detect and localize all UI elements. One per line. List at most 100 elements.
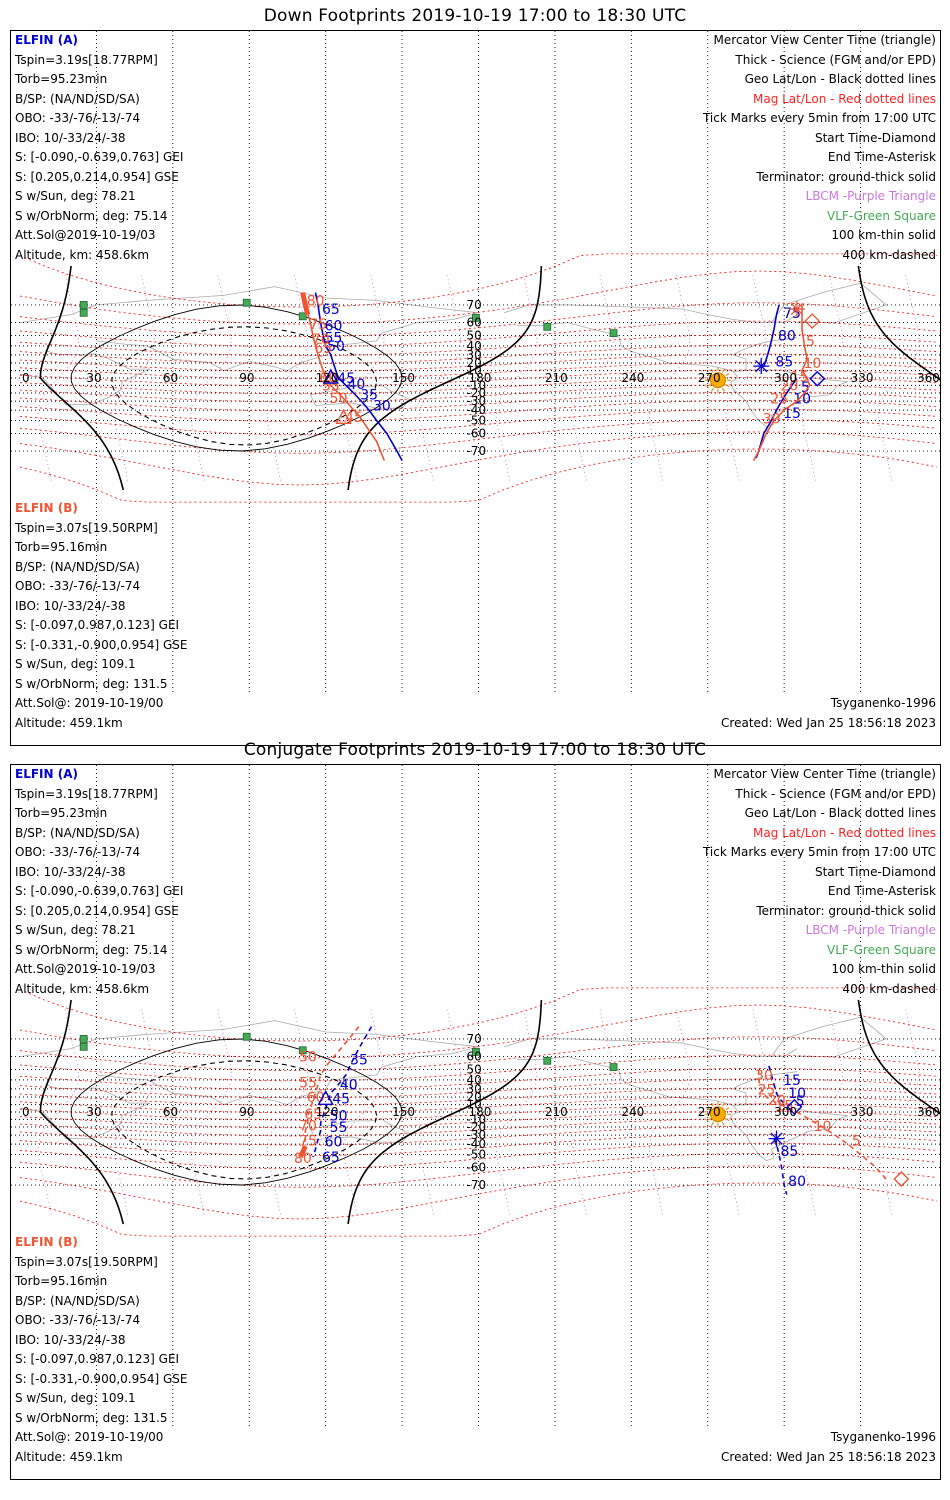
legend-entry: 400 km-dashed <box>842 981 936 996</box>
lat-tick-label: -60 <box>467 1160 487 1174</box>
sun-ray <box>711 1102 714 1107</box>
elfin-a-info-line: Torb=95.23min <box>15 806 108 820</box>
tick-label: 60 <box>325 318 343 334</box>
asterisk-stroke <box>755 359 768 373</box>
lat-tick-label: 20 <box>467 1090 482 1104</box>
lat-tick-label: 40 <box>467 339 482 353</box>
map-layer: 3540455055606550556065707580151058580302… <box>11 765 940 1427</box>
lon-tick-label: 300 <box>774 1105 797 1119</box>
legend-entry: 100 km-thin solid <box>831 228 936 242</box>
vlf-site-square <box>472 314 480 322</box>
elfin-a-info-line: Torb=95.23min <box>15 72 108 86</box>
axis-labels: 0 30 60 90 120 150 180 210 240 270 300 330 360706050… <box>22 1032 940 1192</box>
tick-label: 65 <box>304 1107 322 1123</box>
lon-tick-label: 210 <box>545 1105 568 1119</box>
lat-tick-label: -30 <box>467 1128 487 1142</box>
tick-label: 50 <box>327 339 345 355</box>
tick-label: 50 <box>299 1050 317 1066</box>
tick-label: 15 <box>783 406 801 422</box>
tick-label: 5 <box>852 1133 861 1149</box>
mag-meridian <box>37 1009 79 1215</box>
mag-parallel <box>19 1054 938 1082</box>
tick-label: 20 <box>781 378 799 394</box>
legend-entry: Mag Lat/Lon - Red dotted lines <box>752 91 936 106</box>
footprint-line <box>768 1065 790 1107</box>
sun-icon <box>704 1101 731 1128</box>
lat-tick-label: 50 <box>467 1062 482 1076</box>
elfin-a-info-line: S w/Sun, deg: 78.21 <box>15 189 136 203</box>
legend-entry: Terminator: ground-thick solid <box>756 169 936 184</box>
tick-label: 75 <box>299 1133 317 1149</box>
lon-tick-label: 60 <box>163 1105 178 1119</box>
sun-ray <box>711 368 714 373</box>
lon-tick-label: 360 <box>917 1105 940 1119</box>
elfin-b-info-line: S: [-0.097,0.987,0.123] GEI <box>15 618 180 632</box>
tick-label: 80 <box>788 1174 806 1190</box>
elfin-a-info-line: Tspin=3.19s[18.77RPM] <box>15 52 158 67</box>
mag-parallel <box>19 399 938 423</box>
tick-label: 25 <box>758 1083 776 1099</box>
footprint-line <box>314 292 403 461</box>
elfin-b-info-line: S w/OrbNorm, deg: 131.5 <box>15 676 168 691</box>
legend-entry: VLF-Green Square <box>827 942 936 957</box>
lat-tick-label: -50 <box>467 1148 487 1162</box>
elfin-a-info-line: S: [-0.090,-0.639,0.763] GEI <box>15 884 184 898</box>
lon-tick-label: 270 <box>698 371 721 385</box>
altitude-400km-ring <box>111 1060 378 1180</box>
mag-parallel <box>19 418 938 454</box>
tick-label: 85 <box>781 1144 799 1160</box>
terminator-line <box>857 999 940 1115</box>
sun-ray <box>711 387 714 392</box>
sun-ray <box>711 1121 714 1126</box>
tick-label: 70 <box>312 332 330 348</box>
footprint-line <box>757 1069 887 1180</box>
lat-tick-label: 40 <box>467 1073 482 1087</box>
terminator-group <box>39 999 940 1225</box>
tick-label: 10 <box>788 1086 806 1102</box>
asterisk-stroke <box>770 1132 783 1145</box>
mag-parallel <box>19 448 938 503</box>
panel-title: Conjugate Footprints 2019-10-19 17:00 to… <box>243 740 707 760</box>
lon-tick-label: 0 <box>22 371 30 385</box>
mag-parallel <box>19 1152 938 1188</box>
tick-label: 45 <box>332 1092 350 1108</box>
coastline <box>96 1046 479 1106</box>
lat-tick-label: -40 <box>467 403 487 417</box>
vlf-site-square <box>79 1042 88 1051</box>
mag-parallel <box>19 270 938 325</box>
lon-tick-label: 270 <box>698 1105 721 1119</box>
coastline <box>516 322 797 372</box>
mag-parallel <box>19 391 938 412</box>
science-segment <box>300 292 311 316</box>
elfin-b-info-line: Altitude: 459.1km <box>15 715 123 730</box>
elfin-a-info-line: Tspin=3.19s[18.77RPM] <box>15 786 158 801</box>
tick-label: 65 <box>322 302 340 318</box>
axis-labels: 0 30 60 90 120 150 180 210 240 270 300 330 360706050… <box>22 298 940 458</box>
elfin-a-footprint: 85 80 <box>773 1138 806 1195</box>
elfin-b-info-line: Att.Sol@: 2019-10-19/00 <box>15 696 164 710</box>
science-segment <box>298 1145 308 1159</box>
start-time-diamond <box>893 1171 910 1188</box>
lat-tick-label: -10 <box>467 378 487 392</box>
elfin-a-info-line: B/SP: (NA/ND/SD/SA) <box>15 825 140 840</box>
elfin-b-info-line: S w/Sun, deg: 109.1 <box>15 657 136 671</box>
sun-ray <box>725 384 730 388</box>
terminator-line <box>39 265 125 491</box>
center-time-triangle <box>317 1089 334 1106</box>
elfin-b-info-line: Torb=95.16min <box>15 1274 108 1288</box>
legend-entry: LBCM -Purple Triangle <box>805 923 936 937</box>
tick-label: 80 <box>307 293 325 309</box>
lat-tick-label: -50 <box>467 414 487 428</box>
terminator-line <box>857 265 940 381</box>
mag-parallel <box>19 431 938 486</box>
elfin-b-info-line: Altitude: 459.1km <box>15 1449 123 1464</box>
legend-entry: 400 km-dashed <box>842 247 936 262</box>
elfin-a-info-line: IBO: 10/-33/24/-38 <box>15 130 126 145</box>
lat-tick-label: 10 <box>467 1098 482 1112</box>
vlf-site-square <box>242 1032 251 1041</box>
coastline-group <box>19 1016 887 1162</box>
tick-label: 60 <box>325 1134 343 1150</box>
mag-parallel <box>19 1133 938 1157</box>
